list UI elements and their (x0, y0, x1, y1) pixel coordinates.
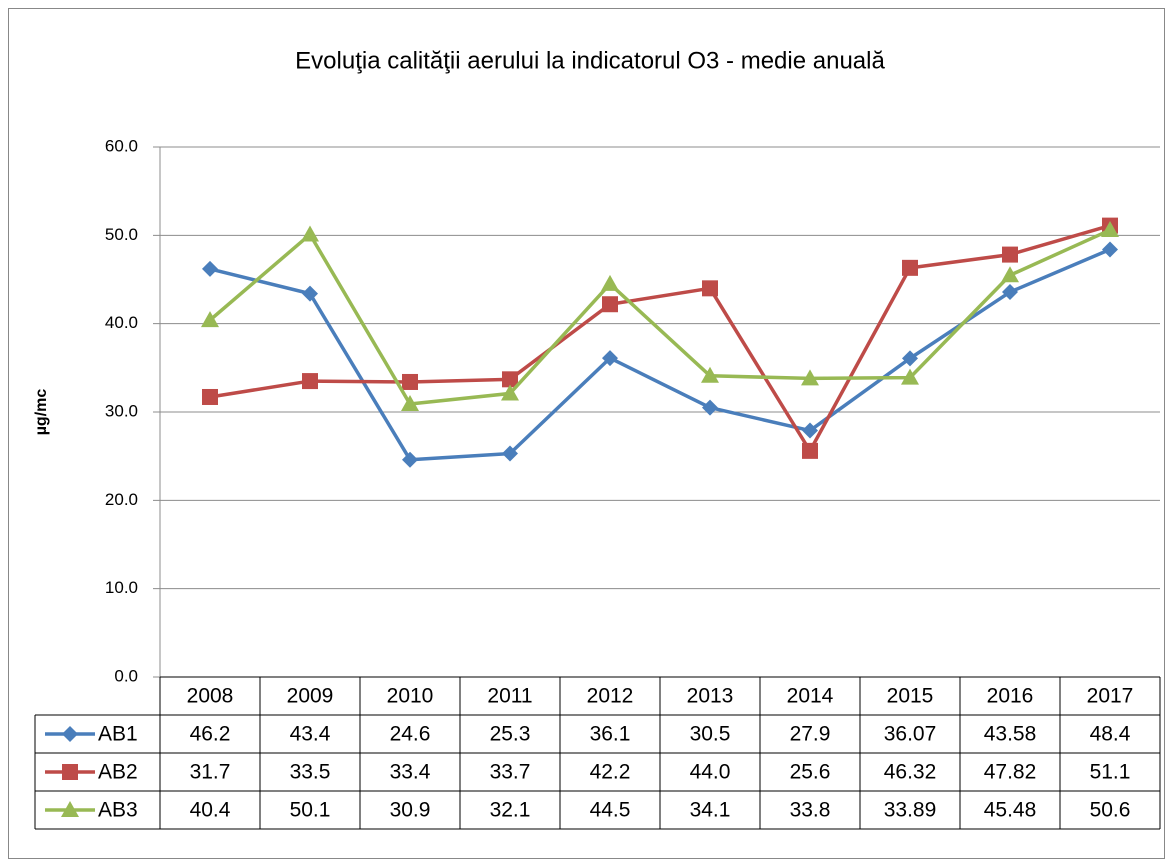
marker (202, 388, 218, 405)
data-label: 27.9 (790, 723, 831, 746)
marker (702, 280, 718, 297)
marker (1001, 266, 1019, 283)
data-label: 51.1 (1090, 761, 1131, 784)
line (209, 223, 1111, 453)
data-label: 36.07 (884, 723, 937, 746)
marker (902, 350, 918, 367)
legend-marker (62, 726, 78, 742)
marker (601, 274, 619, 291)
data-label: 30.9 (390, 799, 431, 822)
data-label: 48.4 (1090, 723, 1131, 746)
data-label: 50.6 (1090, 799, 1131, 822)
line (208, 228, 1111, 406)
marker (1101, 221, 1119, 238)
data-label: 33.89 (884, 799, 937, 822)
data-label: 43.4 (290, 723, 331, 746)
marker (402, 373, 418, 390)
data-label: 45.48 (984, 799, 1037, 822)
data-label: 31.7 (190, 761, 231, 784)
marker (901, 368, 919, 385)
data-label: 36.1 (590, 723, 631, 746)
marker (302, 373, 318, 390)
data-label: 34.1 (690, 799, 731, 822)
marker (602, 296, 618, 313)
x-tick-label: 2009 (287, 685, 334, 708)
marker (1002, 284, 1018, 301)
legend-label: AB1 (98, 723, 138, 746)
marker (802, 422, 818, 439)
marker (602, 350, 618, 367)
data-label: 43.58 (984, 723, 1037, 746)
y-tick-label: 60.0 (105, 136, 138, 155)
y-tick-label: 30.0 (105, 401, 138, 420)
data-label: 30.5 (690, 723, 731, 746)
data-label: 50.1 (290, 799, 331, 822)
data-label: 33.4 (390, 761, 431, 784)
x-tick-label: 2011 (487, 685, 532, 708)
x-tick-label: 2016 (987, 685, 1034, 708)
marker (701, 366, 719, 383)
marker (502, 371, 518, 388)
y-tick-label: 40.0 (105, 313, 138, 332)
data-label: 25.3 (490, 723, 531, 746)
y-axis-label: µg/mc (33, 389, 50, 436)
marker (702, 399, 718, 416)
marker (801, 369, 819, 386)
x-tick-label: 2013 (687, 685, 734, 708)
x-tick-label: 2008 (187, 685, 234, 708)
x-tick-label: 2014 (787, 685, 834, 708)
marker (501, 384, 519, 401)
data-label: 33.7 (490, 761, 531, 784)
marker (301, 225, 319, 242)
y-tick-label: 20.0 (105, 490, 138, 509)
chart-title: Evoluţia calităţii aerului la indicatoru… (295, 47, 885, 74)
legend-label: AB2 (98, 761, 138, 784)
legend-label: AB3 (98, 799, 138, 822)
y-tick-label: 0.0 (114, 666, 138, 685)
marker (201, 311, 219, 328)
data-label: 44.0 (690, 761, 731, 784)
data-label: 25.6 (790, 761, 831, 784)
marker (802, 442, 818, 459)
marker (1002, 246, 1018, 263)
data-label: 33.8 (790, 799, 831, 822)
data-label: 32.1 (490, 799, 531, 822)
y-tick-label: 10.0 (105, 578, 138, 597)
marker (302, 285, 318, 302)
marker (202, 260, 218, 277)
marker (902, 259, 918, 276)
marker (402, 451, 418, 468)
data-label: 42.2 (590, 761, 631, 784)
x-tick-label: 2017 (1087, 685, 1134, 708)
legend-marker (62, 764, 78, 780)
data-label: 46.2 (190, 723, 231, 746)
chart-border (8, 8, 1165, 859)
marker (401, 395, 419, 412)
marker (502, 445, 518, 462)
data-label: 46.32 (884, 761, 937, 784)
x-tick-label: 2012 (587, 685, 634, 708)
marker (1102, 241, 1118, 258)
x-tick-label: 2010 (387, 685, 434, 708)
y-tick-label: 50.0 (105, 225, 138, 244)
x-tick-label: 2015 (887, 685, 934, 708)
data-label: 33.5 (290, 761, 331, 784)
data-label: 47.82 (984, 761, 1037, 784)
data-label: 44.5 (590, 799, 631, 822)
data-label: 40.4 (190, 799, 231, 822)
data-label: 24.6 (390, 723, 431, 746)
legend-marker (61, 801, 79, 817)
